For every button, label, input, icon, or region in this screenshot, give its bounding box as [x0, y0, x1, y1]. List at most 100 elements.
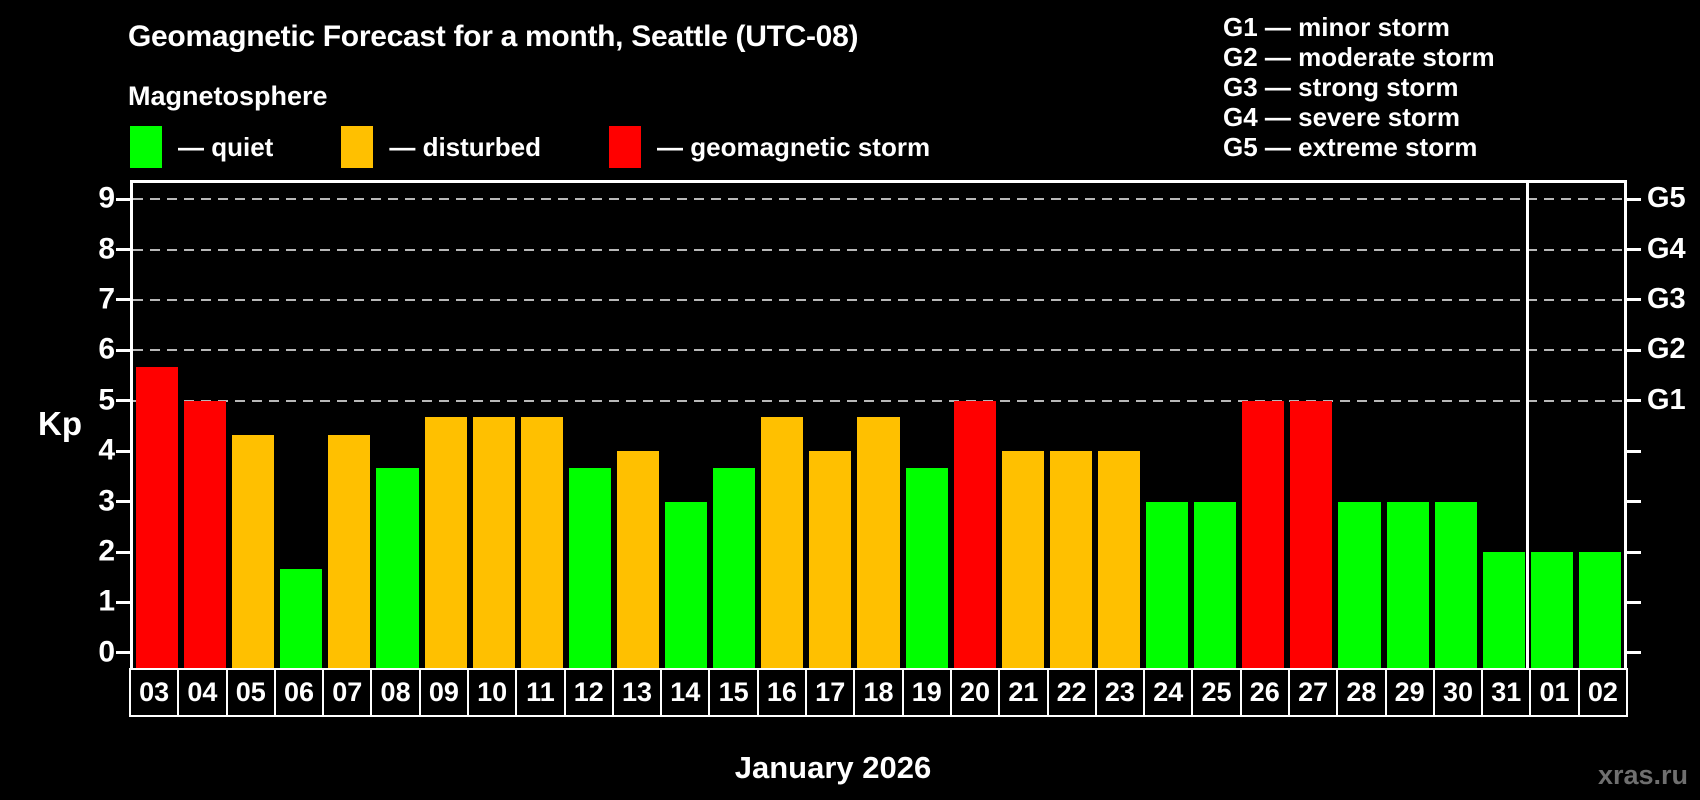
y-axis-tick-left-9	[116, 197, 130, 201]
y-axis-tick-right-2	[1627, 550, 1641, 554]
kp-bar-02	[1578, 552, 1621, 669]
day-label-26: 26	[1239, 668, 1290, 717]
day-label-25: 25	[1191, 668, 1242, 717]
day-label-04: 04	[177, 668, 228, 717]
legend-item-disturbed: — disturbed	[341, 126, 541, 168]
legend-label-storm: — geomagnetic storm	[657, 131, 931, 162]
day-label-02: 02	[1577, 668, 1628, 717]
day-label-13: 13	[611, 668, 663, 717]
kp-bar-14	[665, 501, 708, 669]
month-separator-line	[1526, 183, 1530, 669]
y-axis-label-2: 2	[98, 534, 115, 568]
y-axis-tick-right-5	[1627, 399, 1641, 403]
storm-scale-item-5: G5 — extreme storm	[1223, 132, 1478, 162]
magnetosphere-legend: — quiet — disturbed — geomagnetic storm	[130, 126, 930, 168]
y-axis-label-4: 4	[98, 433, 115, 467]
y-axis-label-1: 1	[98, 584, 115, 618]
legend-item-quiet: — quiet	[130, 126, 273, 168]
gridline-kp9	[133, 198, 1624, 201]
kp-bar-11	[520, 417, 563, 669]
watermark: xras.ru	[1597, 760, 1688, 790]
kp-bar-19	[905, 467, 948, 669]
day-label-31: 31	[1481, 668, 1532, 717]
y-axis-label-8: 8	[98, 231, 115, 265]
day-label-28: 28	[1336, 668, 1387, 717]
day-label-16: 16	[756, 668, 808, 717]
g-scale-label-G4: G4	[1647, 232, 1686, 265]
kp-bar-17	[809, 451, 852, 669]
day-label-10: 10	[467, 668, 518, 717]
legend-item-storm: — geomagnetic storm	[609, 126, 930, 168]
kp-bar-23	[1097, 451, 1141, 669]
chart-title: Geomagnetic Forecast for a month, Seattl…	[128, 20, 859, 53]
kp-bar-06	[280, 568, 323, 669]
kp-bar-10	[472, 417, 515, 669]
day-label-30: 30	[1432, 668, 1484, 717]
y-axis-tick-left-3	[116, 500, 130, 504]
storm-scale-item-4: G4 — severe storm	[1223, 102, 1461, 132]
day-label-01: 01	[1529, 668, 1580, 717]
kp-bar-27	[1290, 400, 1333, 669]
y-axis-label-5: 5	[98, 383, 115, 417]
day-label-09: 09	[418, 668, 470, 717]
kp-bar-21	[1001, 451, 1044, 669]
kp-bar-22	[1049, 451, 1092, 669]
kp-bar-20	[953, 400, 996, 669]
kp-bar-15	[713, 467, 756, 669]
g-scale-label-G2: G2	[1647, 333, 1686, 366]
y-axis-tick-right-0	[1627, 651, 1641, 655]
y-axis-tick-right-9	[1627, 197, 1641, 201]
kp-bar-01	[1530, 552, 1573, 669]
kp-bar-03	[136, 367, 179, 669]
day-label-06: 06	[273, 668, 325, 717]
kp-bar-16	[761, 417, 804, 669]
kp-bar-08	[376, 467, 419, 669]
y-axis-tick-right-7	[1627, 298, 1641, 302]
y-axis-tick-left-1	[116, 600, 130, 604]
legend-label-quiet: — quiet	[178, 131, 274, 162]
day-label-14: 14	[660, 668, 711, 717]
day-label-29: 29	[1384, 668, 1435, 717]
day-label-08: 08	[370, 668, 421, 717]
legend-swatch-quiet-icon	[130, 126, 162, 168]
day-label-18: 18	[853, 668, 904, 717]
day-label-22: 22	[1046, 668, 1097, 717]
y-axis-tick-right-1	[1627, 600, 1641, 604]
plot-area	[130, 180, 1627, 672]
day-label-19: 19	[901, 668, 952, 717]
kp-bar-29	[1386, 501, 1429, 669]
y-axis-label-7: 7	[98, 282, 115, 316]
day-label-12: 12	[563, 668, 614, 717]
kp-bar-28	[1338, 501, 1381, 669]
kp-bar-31	[1482, 552, 1525, 669]
legend-label-disturbed: — disturbed	[389, 131, 542, 162]
kp-bar-04	[184, 400, 227, 669]
g-scale-label-G5: G5	[1647, 181, 1686, 214]
y-axis-tick-left-6	[116, 348, 130, 352]
y-axis-tick-right-6	[1627, 348, 1641, 352]
kp-bar-18	[857, 417, 900, 669]
y-axis-tick-left-7	[116, 298, 130, 302]
g-scale-label-G1: G1	[1647, 383, 1686, 416]
day-label-11: 11	[515, 668, 566, 717]
kp-bar-12	[568, 467, 611, 669]
y-axis-tick-left-0	[116, 651, 130, 655]
day-label-05: 05	[225, 668, 276, 717]
legend-swatch-storm-icon	[609, 126, 642, 168]
g-scale-label-G3: G3	[1647, 282, 1686, 315]
day-label-20: 20	[949, 668, 1001, 717]
day-label-17: 17	[805, 668, 856, 717]
y-axis-tick-left-2	[116, 550, 130, 554]
y-axis-tick-right-4	[1627, 449, 1641, 453]
kp-bar-13	[616, 451, 660, 669]
y-axis-label-6: 6	[98, 332, 115, 366]
y-axis-label-9: 9	[98, 181, 115, 215]
storm-scale-item-2: G2 — moderate storm	[1223, 42, 1495, 72]
y-axis-tick-left-4	[116, 449, 130, 453]
y-axis-label-0: 0	[98, 635, 115, 669]
day-label-21: 21	[998, 668, 1049, 717]
y-axis-tick-right-3	[1627, 500, 1641, 504]
kp-bar-24	[1146, 501, 1189, 669]
y-axis-tick-right-8	[1627, 248, 1641, 252]
